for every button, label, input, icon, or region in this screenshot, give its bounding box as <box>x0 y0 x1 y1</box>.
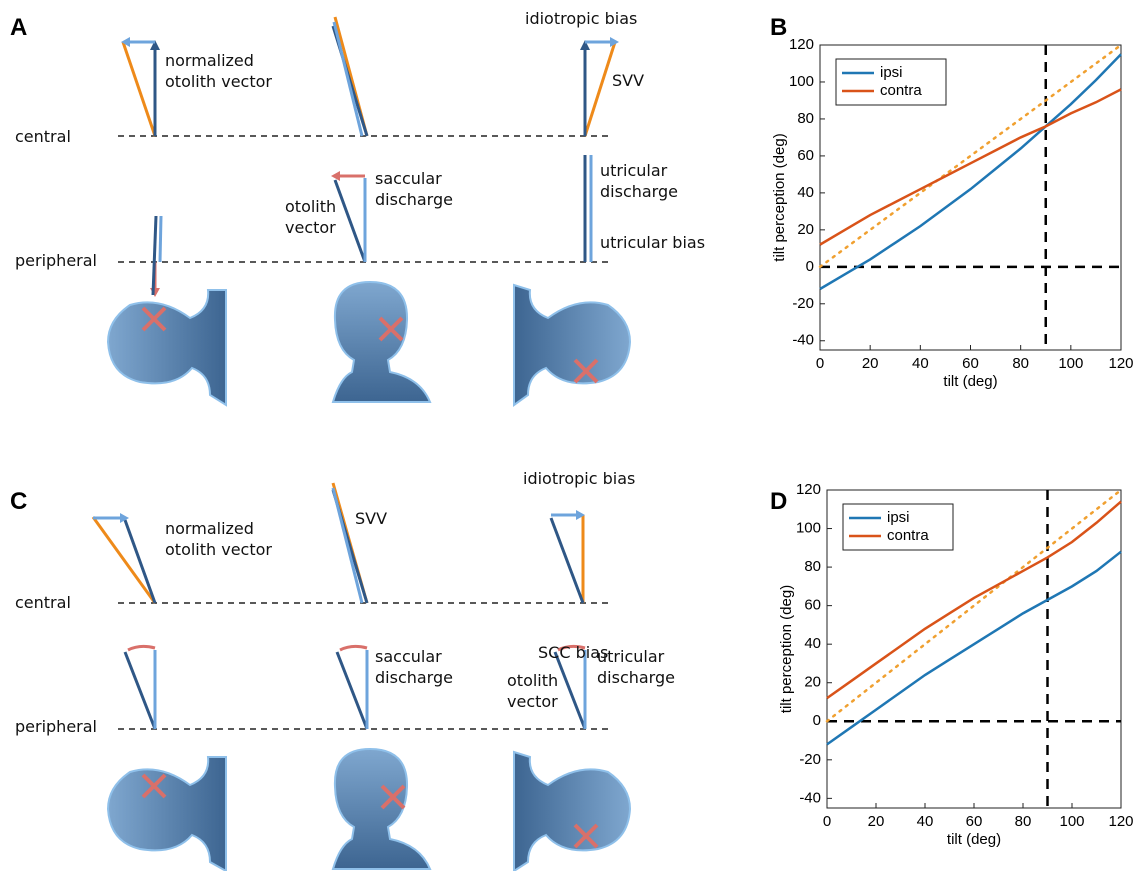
legend-label: ipsi <box>887 509 910 526</box>
diagram-label: central <box>15 592 71 613</box>
x-tick-label: 100 <box>1058 355 1083 372</box>
x-tick-label: 20 <box>868 813 885 830</box>
figure-art: 0 20 40 60 80 100 120 -40 -20 0 20 40 60 80 100 120 tilt… <box>0 0 1145 871</box>
y-axis-label: tilt perception (deg) <box>771 133 788 261</box>
diagram-label: idiotropic bias <box>523 468 635 489</box>
x-tick-label: 60 <box>962 355 979 372</box>
y-tick-label: 0 <box>806 258 814 275</box>
panel-label: A <box>10 14 27 42</box>
diagram-label: idiotropic bias <box>525 8 637 29</box>
x-tick-label: 20 <box>862 355 879 372</box>
x-tick-label: 40 <box>917 813 934 830</box>
x-tick-label: 0 <box>823 813 831 830</box>
y-tick-label: 100 <box>796 520 821 537</box>
diagram-label: otolith vector <box>507 670 558 712</box>
figure: 0 20 40 60 80 100 120 -40 -20 0 20 40 60 80 100 120 tilt… <box>0 0 1145 871</box>
panel-label: C <box>10 488 27 516</box>
x-tick-label: 120 <box>1108 355 1133 372</box>
x-tick-label: 120 <box>1108 813 1133 830</box>
x-tick-label: 80 <box>1012 355 1029 372</box>
y-tick-label: 80 <box>804 558 821 575</box>
diagram-label: saccular discharge <box>375 646 453 688</box>
diagram-label: peripheral <box>15 716 97 737</box>
y-tick-label: 80 <box>797 110 814 127</box>
x-axis-label: tilt (deg) <box>947 831 1001 848</box>
y-axis-label: tilt perception (deg) <box>778 585 795 713</box>
x-tick-label: 100 <box>1059 813 1084 830</box>
y-tick-label: 20 <box>797 221 814 238</box>
y-tick-label: 60 <box>804 597 821 614</box>
diagram-label: normalized otolith vector <box>165 50 272 92</box>
y-tick-label: 0 <box>813 712 821 729</box>
charts: 0 20 40 60 80 100 120 -40 -20 0 20 40 60 80 100 120 tilt… <box>771 36 1134 848</box>
y-tick-label: 120 <box>789 36 814 53</box>
y-tick-label: 60 <box>797 147 814 164</box>
diagram-label: utricular discharge <box>597 646 675 688</box>
legend-label: contra <box>880 82 922 99</box>
y-tick-label: 40 <box>797 184 814 201</box>
diagram-label: central <box>15 126 71 147</box>
y-tick-label: -20 <box>792 295 814 312</box>
diagram-label: normalized otolith vector <box>165 518 272 560</box>
y-tick-label: 100 <box>789 73 814 90</box>
y-tick-label: 20 <box>804 674 821 691</box>
x-tick-label: 60 <box>966 813 983 830</box>
y-tick-label: -40 <box>799 789 821 806</box>
panel-label: D <box>770 488 787 516</box>
x-tick-label: 40 <box>912 355 929 372</box>
legend-label: ipsi <box>880 64 903 81</box>
y-tick-label: -40 <box>792 332 814 349</box>
diagram-label: saccular discharge <box>375 168 453 210</box>
x-axis-label: tilt (deg) <box>943 373 997 390</box>
x-tick-label: 0 <box>816 355 824 372</box>
diagram-label: otolith vector <box>285 196 336 238</box>
diagram-label: utricular discharge <box>600 160 678 202</box>
legend-label: contra <box>887 527 929 544</box>
x-tick-label: 80 <box>1015 813 1032 830</box>
y-tick-label: 40 <box>804 635 821 652</box>
y-tick-label: 120 <box>796 481 821 498</box>
diagram-label: peripheral <box>15 250 97 271</box>
diagram-label: SVV <box>612 70 644 91</box>
panel-label: B <box>770 14 787 42</box>
diagram-label: utricular bias <box>600 232 705 253</box>
diagram-label: SVV <box>355 508 387 529</box>
y-tick-label: -20 <box>799 751 821 768</box>
